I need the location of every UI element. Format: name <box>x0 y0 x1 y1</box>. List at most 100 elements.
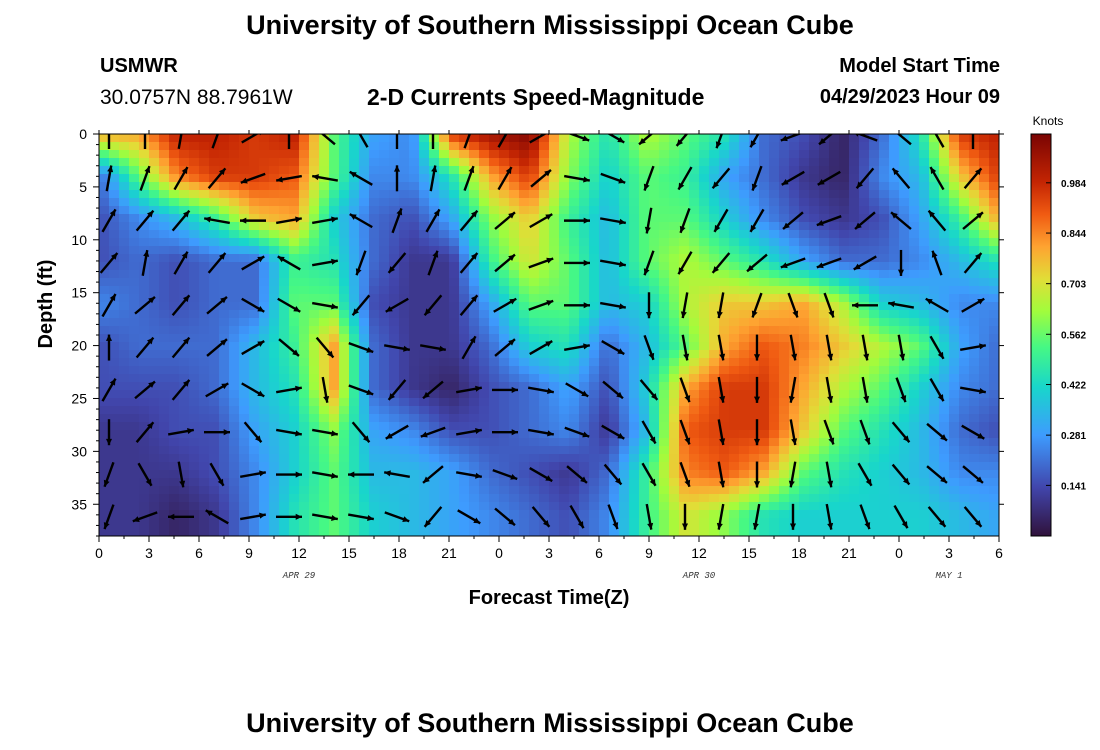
heatmap-cell <box>239 206 250 215</box>
heatmap-cell <box>239 302 250 311</box>
heatmap-cell <box>649 230 660 239</box>
heatmap-cell <box>509 166 520 175</box>
heatmap-cell <box>389 150 400 159</box>
heatmap-cell <box>919 398 930 407</box>
heatmap-cell <box>739 230 750 239</box>
heatmap-cell <box>619 518 630 527</box>
heatmap-cell <box>649 446 660 455</box>
heatmap-cell <box>449 518 460 527</box>
heatmap-cell <box>799 214 810 223</box>
heatmap-cell <box>189 390 200 399</box>
heatmap-cell <box>169 462 180 471</box>
heatmap-cell <box>899 510 910 519</box>
heatmap-cell <box>299 478 310 487</box>
heatmap-cell <box>669 390 680 399</box>
heatmap-cell <box>579 502 590 511</box>
heatmap-cell <box>219 286 230 295</box>
heatmap-cell <box>979 142 990 151</box>
heatmap-cell <box>119 310 130 319</box>
heatmap-cell <box>739 374 750 383</box>
heatmap-cell <box>239 238 250 247</box>
heatmap-cell <box>99 134 110 143</box>
heatmap-cell <box>189 222 200 231</box>
heatmap-cell <box>749 230 760 239</box>
heatmap-cell <box>179 502 190 511</box>
heatmap-cell <box>499 462 510 471</box>
heatmap-cell <box>649 246 660 255</box>
heatmap-cell <box>99 374 110 383</box>
heatmap-cell <box>279 422 290 431</box>
current-arrow <box>602 380 624 400</box>
heatmap-cell <box>159 286 170 295</box>
heatmap-cell <box>979 422 990 431</box>
heatmap-cell <box>449 142 460 151</box>
heatmap-cell <box>569 342 580 351</box>
heatmap-cell <box>949 294 960 303</box>
heatmap-cell <box>959 534 970 536</box>
heatmap-cell <box>869 150 880 159</box>
heatmap-cell <box>629 462 640 471</box>
heatmap-cell <box>669 206 680 215</box>
heatmap-cell <box>889 494 900 503</box>
heatmap-cell <box>549 422 560 431</box>
heatmap-cell <box>159 166 170 175</box>
heatmap-cell <box>649 406 660 415</box>
heatmap-cell <box>539 350 550 359</box>
heatmap-cell <box>739 366 750 375</box>
heatmap-cell <box>249 534 260 536</box>
heatmap-cell <box>659 390 670 399</box>
heatmap-cell <box>389 534 400 536</box>
heatmap-cell <box>729 358 740 367</box>
heatmap-cell <box>409 262 420 271</box>
heatmap-cell <box>529 310 540 319</box>
heatmap-cell <box>429 414 440 423</box>
heatmap-cell <box>919 142 930 151</box>
heatmap-cell <box>339 526 350 535</box>
heatmap-cell <box>719 374 730 383</box>
heatmap-cell <box>709 502 720 511</box>
heatmap-cell <box>819 454 830 463</box>
heatmap-cell <box>839 238 850 247</box>
heatmap-cell <box>349 366 360 375</box>
heatmap-cell <box>129 470 140 479</box>
heatmap-cell <box>549 134 560 143</box>
heatmap-cell <box>159 310 170 319</box>
heatmap-cell <box>109 526 120 535</box>
heatmap-cell <box>499 294 510 303</box>
heatmap-cell <box>769 438 780 447</box>
heatmap-cell <box>189 326 200 335</box>
current-arrow <box>168 513 194 520</box>
heatmap-cell <box>99 382 110 391</box>
heatmap-cell <box>909 414 920 423</box>
heatmap-cell <box>369 470 380 479</box>
heatmap-cell <box>949 302 960 311</box>
heatmap-cell <box>349 318 360 327</box>
heatmap-cell <box>809 246 820 255</box>
current-arrow <box>895 377 907 403</box>
heatmap-cell <box>189 526 200 535</box>
heatmap-cell <box>819 310 830 319</box>
heatmap-cell <box>539 198 550 207</box>
heatmap-cell <box>599 470 610 479</box>
heatmap-cell <box>779 318 790 327</box>
heatmap-cell <box>919 494 930 503</box>
heatmap-cell <box>569 326 580 335</box>
heatmap-cell <box>309 134 320 143</box>
heatmap-cell <box>819 326 830 335</box>
heatmap-cell <box>269 198 280 207</box>
heatmap-cell <box>509 366 520 375</box>
heatmap-cell <box>959 166 970 175</box>
heatmap-cell <box>799 150 810 159</box>
heatmap-cell <box>499 422 510 431</box>
heatmap-cell <box>359 222 370 231</box>
heatmap-cell <box>169 214 180 223</box>
heatmap-cell <box>839 286 850 295</box>
heatmap-cell <box>159 446 170 455</box>
heatmap-cell <box>859 462 870 471</box>
current-arrow <box>788 376 797 403</box>
heatmap-cell <box>169 230 180 239</box>
heatmap-cell <box>269 142 280 151</box>
heatmap-cell <box>819 230 830 239</box>
current-arrow <box>311 428 339 437</box>
heatmap-cell <box>659 350 670 359</box>
